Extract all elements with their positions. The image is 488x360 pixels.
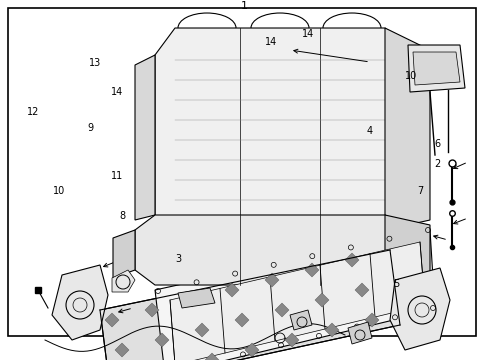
Polygon shape	[224, 283, 239, 297]
Polygon shape	[178, 288, 215, 308]
Text: 1: 1	[241, 1, 247, 12]
Text: 3: 3	[175, 254, 181, 264]
Text: 10: 10	[52, 186, 65, 196]
Text: 14: 14	[301, 29, 314, 39]
Polygon shape	[195, 323, 208, 337]
Polygon shape	[407, 45, 464, 92]
Polygon shape	[235, 313, 248, 327]
Text: 5: 5	[392, 279, 398, 289]
Polygon shape	[289, 310, 311, 330]
Polygon shape	[384, 28, 429, 230]
Polygon shape	[389, 268, 449, 350]
Polygon shape	[264, 273, 279, 287]
Text: 8: 8	[119, 211, 125, 221]
Text: 11: 11	[111, 171, 123, 181]
Text: 2: 2	[434, 159, 440, 169]
Polygon shape	[274, 303, 288, 317]
Text: 10: 10	[404, 71, 416, 81]
Polygon shape	[112, 270, 135, 292]
Polygon shape	[155, 28, 414, 230]
Polygon shape	[145, 303, 159, 317]
Polygon shape	[113, 230, 135, 278]
Polygon shape	[105, 313, 119, 327]
Polygon shape	[115, 343, 129, 357]
Text: 4: 4	[366, 126, 371, 136]
Polygon shape	[100, 250, 399, 360]
Text: 9: 9	[87, 123, 93, 133]
Text: 14: 14	[111, 87, 123, 97]
Polygon shape	[135, 55, 155, 220]
Polygon shape	[155, 333, 169, 347]
Polygon shape	[244, 343, 259, 357]
Polygon shape	[314, 293, 328, 307]
Polygon shape	[135, 215, 414, 285]
Polygon shape	[204, 353, 219, 360]
Text: 7: 7	[417, 186, 423, 196]
Polygon shape	[170, 242, 424, 360]
Polygon shape	[155, 230, 434, 360]
Polygon shape	[285, 333, 298, 347]
Polygon shape	[325, 323, 338, 337]
Polygon shape	[345, 253, 358, 267]
Polygon shape	[184, 293, 199, 307]
Polygon shape	[52, 265, 108, 340]
Text: 14: 14	[264, 37, 277, 48]
Polygon shape	[364, 313, 378, 327]
Text: 12: 12	[27, 107, 40, 117]
Polygon shape	[305, 263, 318, 277]
Polygon shape	[412, 52, 459, 85]
Text: 6: 6	[434, 139, 440, 149]
Polygon shape	[354, 283, 368, 297]
Polygon shape	[347, 322, 371, 344]
Polygon shape	[384, 215, 429, 285]
Text: 13: 13	[89, 58, 102, 68]
